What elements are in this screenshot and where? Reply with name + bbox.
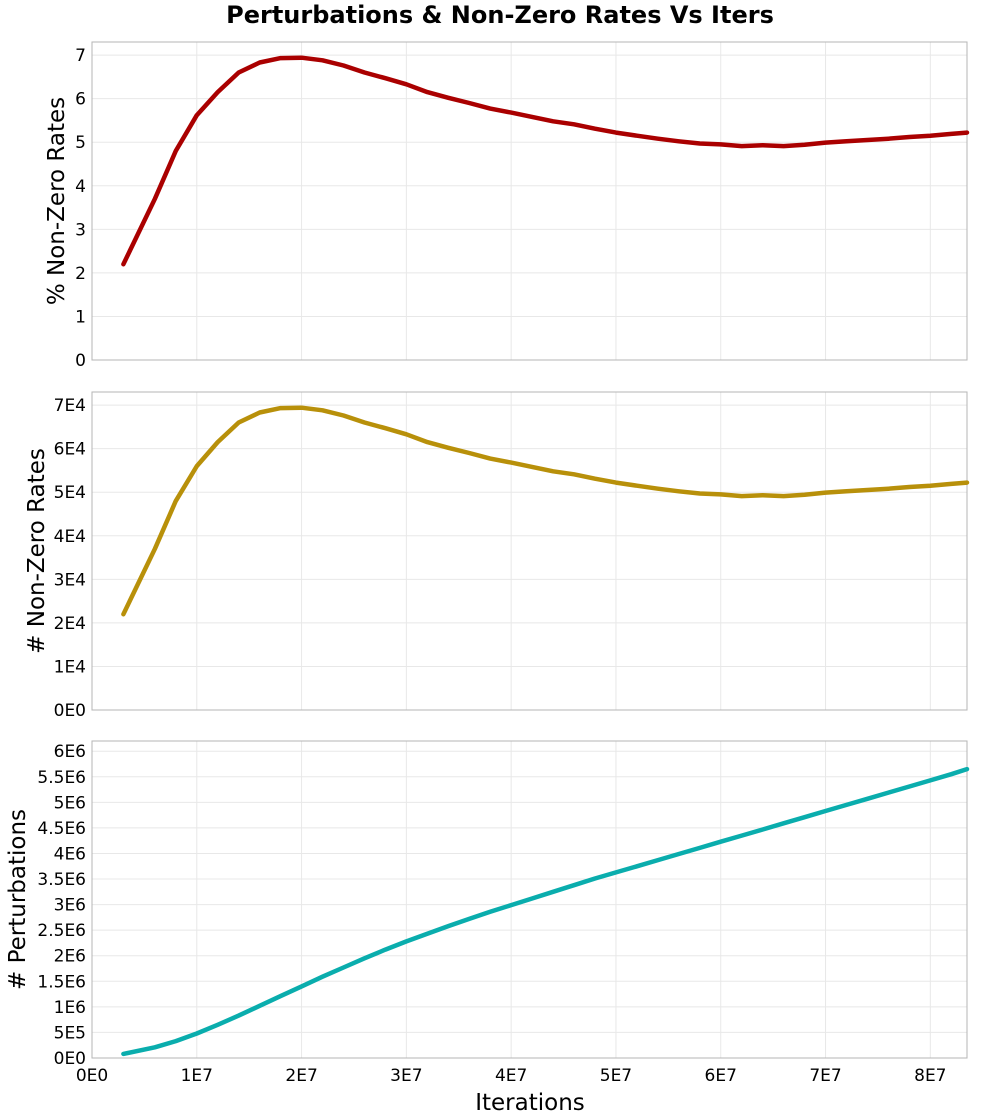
y-tick-label: 0 xyxy=(75,351,86,371)
y-tick-label: 4E4 xyxy=(54,527,86,547)
y-tick-label: 5.5E6 xyxy=(37,768,86,788)
x-tick-label: 3E7 xyxy=(390,1066,422,1086)
y-tick-label: 6 xyxy=(75,90,86,110)
chart-title: Perturbations & Non-Zero Rates Vs Iters xyxy=(226,1,774,29)
x-tick-label: 5E7 xyxy=(600,1066,632,1086)
y-tick-label: 4.5E6 xyxy=(37,819,86,839)
y-tick-label: 6E4 xyxy=(54,440,86,460)
y-tick-label: 3.5E6 xyxy=(37,870,86,890)
y-tick-label: 1E6 xyxy=(54,998,86,1018)
y-tick-label: 3E4 xyxy=(54,570,86,590)
y-tick-label: 0E0 xyxy=(54,701,86,721)
x-tick-label: 8E7 xyxy=(914,1066,946,1086)
series-line-2 xyxy=(121,405,970,617)
y-tick-label: 5 xyxy=(75,133,86,153)
y-axis-label: # Non-Zero Rates xyxy=(24,448,50,654)
y-tick-label: 0E0 xyxy=(54,1049,86,1069)
y-tick-label: 6E6 xyxy=(54,742,86,762)
x-tick-label: 1E7 xyxy=(181,1066,213,1086)
panel-1: 0 1 2 3 4 5 6 7 % Non-Zero Rates xyxy=(44,41,970,371)
x-tick-label: 7E7 xyxy=(809,1066,841,1086)
y-tick-label: 1.5E6 xyxy=(37,972,86,992)
series-line-3 xyxy=(121,766,970,1057)
x-tick-label: 4E7 xyxy=(495,1066,527,1086)
y-axis-label: % Non-Zero Rates xyxy=(44,97,70,305)
y-axis-label: # Perturbations xyxy=(5,809,31,990)
y-tick-label: 5E6 xyxy=(54,793,86,813)
y-tick-label: 1E4 xyxy=(54,657,86,677)
y-tick-label: 7 xyxy=(75,46,86,66)
y-tick-label: 2.5E6 xyxy=(37,921,86,941)
y-tick-label: 2 xyxy=(75,264,86,284)
y-tick-label: 3E6 xyxy=(54,896,86,916)
x-tick-label: 2E7 xyxy=(285,1066,317,1086)
panels: 0 1 2 3 4 5 6 7 % Non-Zero Rates 0E0 1E4 2E4 3E4 4E4 5… xyxy=(5,41,970,1086)
plot-frame xyxy=(91,391,968,711)
panel-2: 0E0 1E4 2E4 3E4 4E4 5E4 6E4 7E4 # Non-Zero Rates xyxy=(24,391,970,721)
plot-frame xyxy=(91,41,968,361)
y-tick-label: 5E5 xyxy=(54,1023,86,1043)
x-tick-label: 0E0 xyxy=(76,1066,108,1086)
x-tick-label: 6E7 xyxy=(705,1066,737,1086)
y-tick-label: 2E4 xyxy=(54,614,86,634)
y-tick-label: 4 xyxy=(75,177,86,197)
plot-frame xyxy=(91,740,968,1059)
y-tick-label: 3 xyxy=(75,220,86,240)
y-tick-label: 5E4 xyxy=(54,483,86,503)
series-line-1 xyxy=(121,55,970,267)
y-tick-label: 4E6 xyxy=(54,844,86,864)
panel-3: 0E0 1E7 2E7 3E7 4E7 5E7 6E7 7E7 8E7 0E0 5E5 1E6 1.5E… xyxy=(5,740,970,1086)
x-axis-label: Iterations xyxy=(475,1090,585,1116)
y-tick-label: 1 xyxy=(75,307,86,327)
y-tick-label: 2E6 xyxy=(54,947,86,967)
y-tick-label: 7E4 xyxy=(54,396,86,416)
